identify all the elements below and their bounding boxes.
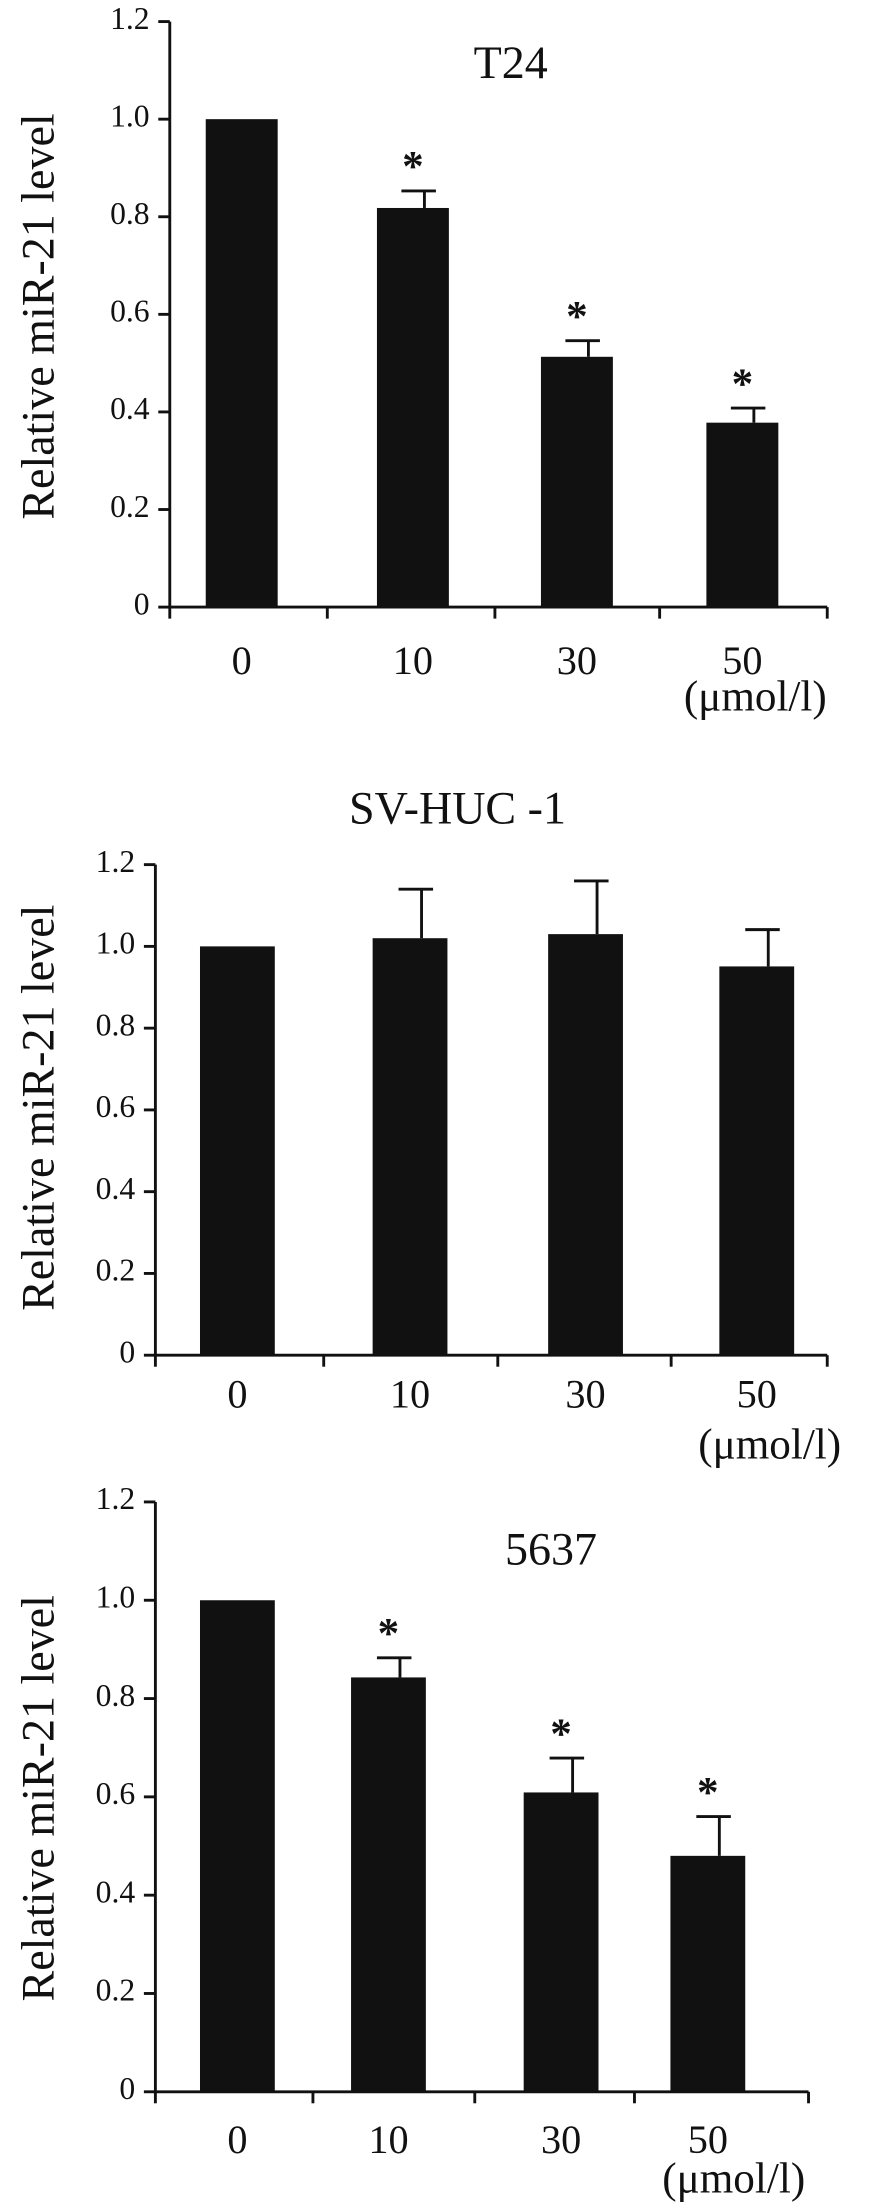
y-tick-label: 0 [119,1334,135,1369]
x-tick-label: 50 [688,2117,728,2162]
y-tick-label: 1.0 [110,98,150,133]
x-axis-label: (μmol/l) [662,2155,805,2202]
chart-title: 5637 [505,1523,597,1574]
chart-title: T24 [474,37,548,88]
y-axis-label: Relative miR-21 level [13,1595,64,2001]
y-tick-label: 1.2 [110,1,150,36]
x-tick-label: 30 [541,2117,581,2162]
y-tick-label: 0.6 [96,1089,136,1124]
chart-title: SV-HUC -1 [349,782,566,833]
y-tick-label: 0.6 [110,294,150,329]
y-axis-label: Relative miR-21 level [13,113,64,519]
y-tick-label: 0.8 [96,1678,136,1713]
bar [376,207,449,608]
y-tick-label: 0.2 [96,1973,136,2008]
significance-marker: * [732,361,754,408]
x-tick-label: 50 [737,1372,777,1417]
significance-marker: * [697,1769,719,1816]
bar [199,946,275,1356]
y-tick-label: 0.8 [96,1007,136,1042]
x-tick-label: 0 [227,2117,247,2162]
y-tick-label: 0 [134,586,150,621]
significance-marker: * [378,1611,400,1658]
x-tick-label: 10 [393,638,433,683]
bar [372,938,448,1356]
x-tick-label: 10 [368,2117,408,2162]
significance-marker: * [550,1711,572,1758]
y-axis-label: Relative miR-21 level [13,905,64,1311]
bar [548,934,623,1356]
y-tick-label: 1.0 [96,1580,136,1615]
y-tick-label: 0.2 [96,1253,136,1288]
x-tick-label: 30 [565,1372,605,1417]
x-axis-label: (μmol/l) [684,674,827,721]
y-tick-label: 0.6 [96,1776,136,1811]
x-axis-label: (μmol/l) [698,1422,841,1469]
significance-marker: * [402,144,424,191]
y-tick-label: 0.8 [110,196,150,231]
bar [351,1677,426,2092]
significance-marker: * [566,293,588,340]
y-tick-label: 1.2 [96,1481,136,1516]
y-tick-label: 0 [119,2071,135,2106]
x-tick-label: 10 [390,1372,430,1417]
bar [205,119,278,608]
y-tick-label: 1.0 [96,926,136,961]
y-tick-label: 0.4 [96,1171,136,1206]
y-tick-label: 0.4 [110,391,150,426]
bar [670,1855,746,2092]
bar [719,966,795,1356]
y-tick-label: 0.2 [110,489,150,524]
bar [706,422,779,608]
bar [199,1600,275,2092]
x-tick-label: 0 [232,638,252,683]
x-tick-label: 0 [227,1372,247,1417]
x-tick-label: 30 [557,638,597,683]
bar [540,356,613,608]
x-tick-label: 50 [722,638,762,683]
y-tick-label: 1.2 [96,844,136,879]
bar [523,1792,599,2092]
y-tick-label: 0.4 [96,1874,136,1909]
